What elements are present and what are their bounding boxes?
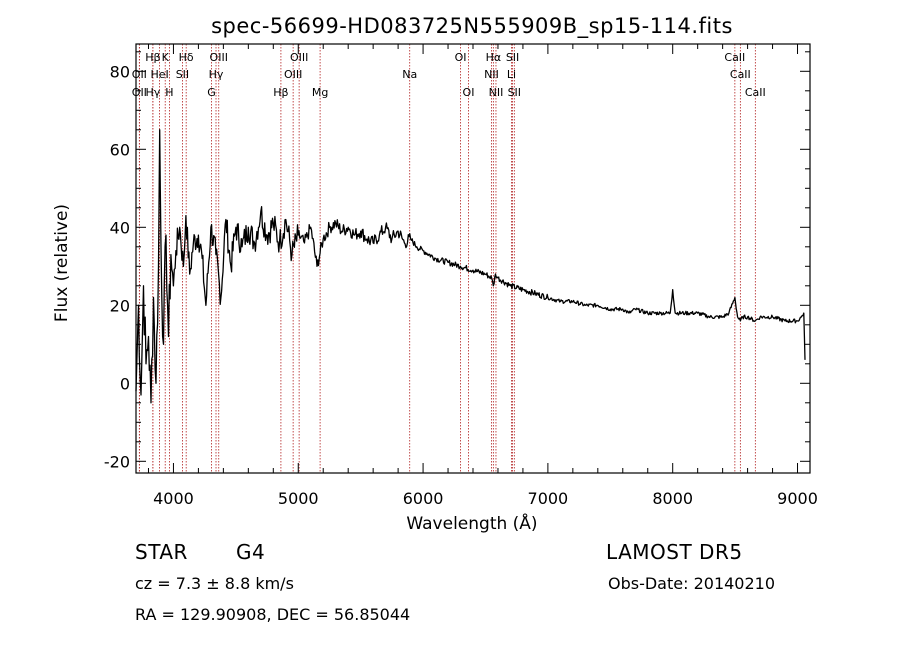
y-axis-ticks: -20 0 20 40 60 80 xyxy=(104,51,810,471)
obs-date: Obs-Date: 20140210 xyxy=(608,574,776,593)
spectral-line-label: Hβ xyxy=(145,51,160,64)
spectral-line-markers xyxy=(138,44,756,473)
spectral-line-label: NII xyxy=(489,86,504,99)
spectral-line-label: Hα xyxy=(486,51,502,64)
plot-frame xyxy=(135,43,811,474)
spectral-line-label: Hδ xyxy=(179,51,194,64)
spectral-line-label: SII xyxy=(506,51,519,64)
spectral-line-label: CaII xyxy=(730,68,751,81)
spectral-line-label: CaII xyxy=(745,86,766,99)
y-axis-label: Flux (relative) xyxy=(52,204,72,322)
chart-title: spec-56699-HD083725N555909B_sp15-114.fit… xyxy=(211,14,733,39)
spectral-line-label: OI xyxy=(463,86,475,99)
spectral-line-label: SII xyxy=(508,86,521,99)
y-tick-label: 40 xyxy=(110,218,130,237)
spectral-line-label: Hβ xyxy=(273,86,288,99)
object-class: STAR xyxy=(135,540,188,564)
x-axis-ticks: 4000 5000 6000 7000 8000 9000 xyxy=(147,44,818,508)
y-tick-label: 60 xyxy=(110,140,130,159)
x-tick-label: 4000 xyxy=(153,489,194,508)
redshift-text: cz = 7.3 ± 8.8 km/s xyxy=(135,574,294,593)
spectral-line-label: G xyxy=(207,86,216,99)
x-tick-label: 8000 xyxy=(652,489,693,508)
spectral-line-label: NII xyxy=(484,68,499,81)
spectral-line-label: CaII xyxy=(724,51,745,64)
spectral-line-label: Li xyxy=(507,68,516,81)
survey-name: LAMOST DR5 xyxy=(606,540,743,564)
spectrum-series-line xyxy=(135,129,806,404)
object-subclass: G4 xyxy=(236,540,266,564)
x-tick-label: 5000 xyxy=(278,489,319,508)
y-tick-label: 0 xyxy=(120,374,130,393)
x-tick-label: 9000 xyxy=(777,489,818,508)
spectral-line-label: Mg xyxy=(312,86,328,99)
spectral-line-label: SII xyxy=(176,68,189,81)
coordinates: RA = 129.90908, DEC = 56.85044 xyxy=(135,605,411,624)
spectral-line-label: OII xyxy=(132,68,147,81)
spectral-line-label: H xyxy=(165,86,173,99)
x-axis-label: Wavelength (Å) xyxy=(406,512,537,534)
x-tick-label: 6000 xyxy=(403,489,444,508)
spectral-line-label: OIII xyxy=(210,51,228,64)
spectral-line-label: Hγ xyxy=(209,68,224,81)
y-tick-label: -20 xyxy=(104,452,130,471)
y-tick-label: 80 xyxy=(110,62,130,81)
spectral-line-label: Hγ xyxy=(145,86,160,99)
spectral-line-label: OI xyxy=(455,51,467,64)
spectral-line-label: OIII xyxy=(284,68,302,81)
y-tick-label: 20 xyxy=(110,296,130,315)
spectral-line-label: Na xyxy=(402,68,417,81)
x-tick-label: 7000 xyxy=(528,489,569,508)
spectral-line-label: HeI xyxy=(150,68,168,81)
spectral-line-label: K xyxy=(162,51,170,64)
spectral-line-label: OIII xyxy=(290,51,308,64)
